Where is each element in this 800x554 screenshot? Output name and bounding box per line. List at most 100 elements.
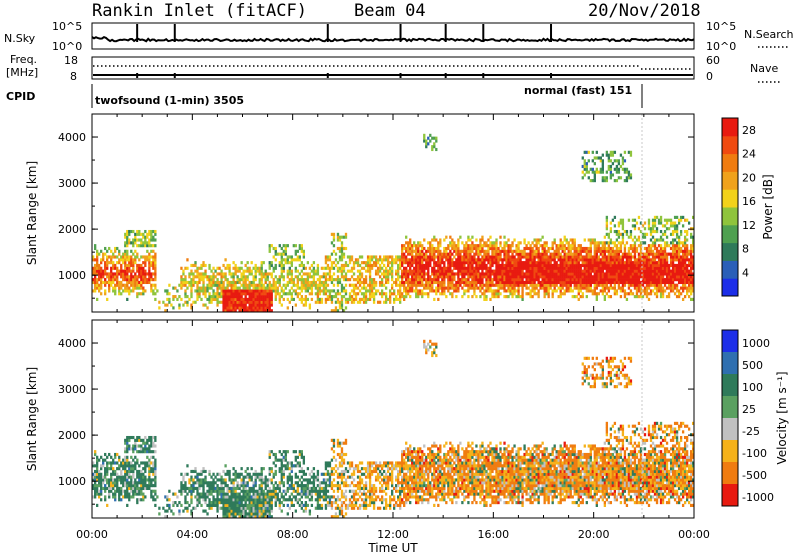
power-cell [539, 283, 542, 287]
power-cell [623, 266, 627, 270]
power-cell [519, 258, 522, 262]
power-cell [549, 278, 552, 282]
power-cell [92, 272, 95, 276]
power-cell [286, 272, 289, 276]
power-cell [493, 269, 496, 273]
power-cell [613, 266, 617, 270]
power-cell [240, 272, 243, 276]
power-cell [174, 286, 177, 290]
power-cell [254, 266, 257, 270]
power-cell [653, 255, 657, 259]
power-cell [629, 150, 633, 154]
power-cell [655, 292, 659, 296]
power-cell [264, 292, 267, 296]
power-cell [370, 283, 374, 287]
power-cell [340, 255, 344, 259]
power-cell [611, 249, 615, 253]
power-cell [300, 263, 303, 268]
power-cell [583, 272, 586, 276]
power-cell [413, 255, 416, 259]
power-cell [615, 244, 619, 248]
power-cell [431, 249, 434, 253]
power-cell [380, 283, 384, 287]
velocity-cell [128, 435, 131, 440]
power-cell [264, 289, 267, 293]
power-cell [521, 297, 524, 301]
power-cell [102, 252, 105, 256]
power-cell [547, 278, 550, 282]
power-cell [655, 295, 659, 299]
power-cell [399, 266, 402, 270]
power-cell [417, 261, 420, 265]
power-cell [605, 221, 609, 225]
power-cell [657, 289, 661, 293]
velocity-cell [138, 475, 141, 479]
velocity-cell [142, 492, 145, 496]
power-cell [517, 292, 520, 296]
power-cell [443, 263, 446, 268]
power-cell [427, 280, 430, 285]
power-cell [124, 244, 127, 248]
power-cell [505, 280, 508, 285]
power-cell [284, 283, 287, 287]
power-cell [300, 275, 303, 279]
power-cell [557, 280, 560, 285]
power-cell [649, 272, 653, 276]
velocity-cell [98, 478, 101, 482]
power-cell [565, 283, 568, 287]
power-cell [675, 255, 679, 259]
power-cell [489, 235, 492, 239]
velocity-cell [144, 475, 147, 479]
power-cell [124, 263, 127, 268]
power-cell [583, 173, 586, 177]
power-cell [683, 261, 687, 265]
power-cell [431, 280, 434, 285]
power-cell [497, 252, 500, 256]
power-cell [461, 272, 464, 276]
power-cell [92, 289, 95, 293]
power-cell [278, 297, 281, 301]
power-cell [579, 255, 582, 259]
power-cell [659, 269, 663, 273]
power-cell [691, 278, 695, 282]
power-cell [316, 263, 320, 268]
power-cell [651, 261, 655, 265]
power-cell [376, 272, 380, 276]
power-cell [310, 297, 314, 301]
power-cell [260, 303, 263, 307]
power-cell [545, 263, 548, 268]
power-cell [206, 286, 209, 290]
velocity-cell [144, 469, 147, 474]
power-cell [691, 261, 695, 265]
power-cell [687, 278, 691, 282]
power-cell [511, 280, 514, 285]
power-cell [687, 289, 691, 293]
power-cell [401, 295, 404, 299]
power-cell [354, 283, 358, 287]
power-cell [633, 286, 637, 290]
power-cell [226, 280, 229, 285]
power-cell [665, 278, 669, 282]
power-cell [655, 252, 659, 256]
power-cell [599, 289, 602, 293]
power-cell [114, 278, 117, 282]
power-cell [344, 263, 348, 268]
power-cell [118, 249, 121, 253]
power-cell [637, 278, 641, 282]
power-cell [230, 303, 233, 307]
power-cell [210, 297, 213, 301]
power-cell [503, 252, 506, 256]
power-cell [342, 295, 346, 299]
power-cell [110, 278, 113, 282]
power-cell [455, 246, 458, 251]
power-cell [328, 295, 332, 299]
power-cell [531, 252, 534, 256]
power-cell [511, 241, 514, 245]
power-cell [675, 224, 679, 228]
power-cell [575, 278, 578, 282]
power-cell [206, 278, 209, 282]
power-cell [583, 280, 586, 285]
power-cell [541, 255, 544, 259]
velocity-cell [140, 461, 143, 465]
power-cell [411, 278, 414, 282]
